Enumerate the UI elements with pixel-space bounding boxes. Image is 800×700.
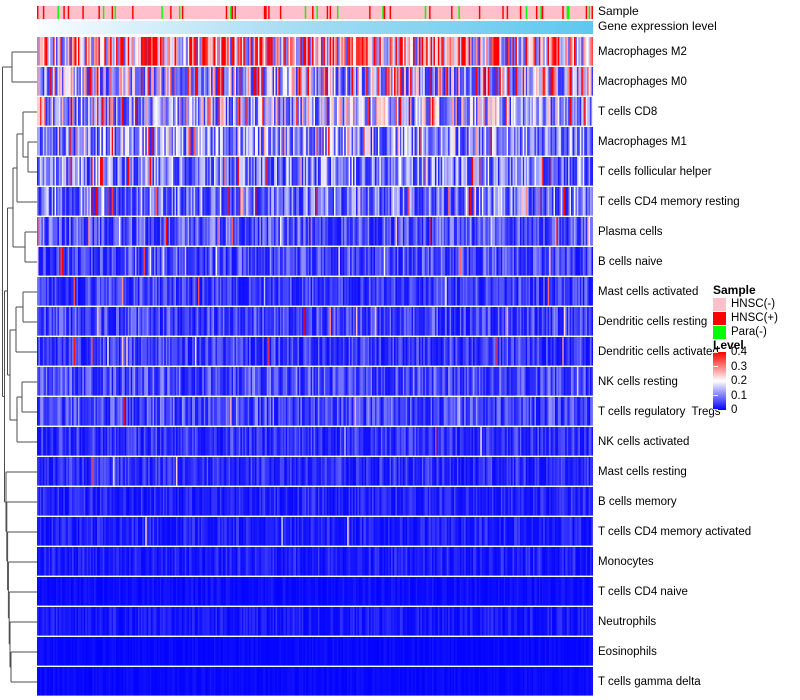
level-tick-mark	[713, 352, 718, 353]
row-label: Macrophages M0	[598, 76, 687, 88]
row-label: NK cells activated	[598, 436, 690, 448]
level-tick-label: 0.1	[731, 389, 747, 402]
legend-item-label: HNSC(+)	[731, 312, 778, 324]
legend-item-label: HNSC(-)	[731, 298, 776, 310]
row-label: T cells regulatory Tregs	[598, 406, 721, 418]
row-label: Mast cells resting	[598, 466, 687, 478]
row-label: Neutrophils	[598, 616, 657, 628]
legend-swatch-hnsc	[713, 298, 726, 311]
row-label: Eosinophils	[598, 646, 657, 658]
level-tick-mark	[713, 409, 718, 410]
row-label: Plasma cells	[598, 226, 663, 238]
row-label: B cells memory	[598, 496, 677, 508]
row-label: T cells CD4 memory activated	[598, 526, 752, 538]
row-label: T cells CD8	[598, 106, 658, 118]
annotation-label-sample: Sample	[598, 4, 639, 18]
row-label: T cells gamma delta	[598, 676, 701, 688]
row-label: Dendritic cells resting	[598, 316, 708, 328]
legend-swatch-hnsc	[713, 312, 726, 325]
legend-item-label: Para(-)	[731, 326, 767, 338]
row-label: Mast cells activated	[598, 286, 699, 298]
row-label: B cells naive	[598, 256, 663, 268]
annotation-label-gene-expression-level: Gene expression level	[598, 19, 717, 33]
level-tick-label: 0.3	[731, 360, 747, 373]
level-tick-mark	[713, 366, 718, 367]
level-tick-label: 0.4	[731, 346, 747, 358]
legend-swatch-para	[713, 326, 726, 339]
row-label: T cells CD4 memory resting	[598, 196, 740, 208]
level-tick-label: 0	[731, 404, 738, 416]
row-label: Macrophages M1	[598, 136, 687, 148]
row-label: T cells follicular helper	[598, 166, 712, 178]
legend-level-title: Level	[713, 338, 744, 352]
row-label: Dendritic cells activated	[598, 346, 719, 358]
row-label: T cells CD4 naive	[598, 586, 688, 598]
row-dendrogram	[2, 51, 37, 683]
heatmap-canvas	[37, 37, 593, 697]
sample-annotation-bar	[37, 6, 593, 19]
level-tick-label: 0.2	[731, 375, 747, 387]
level-tick-mark	[713, 380, 718, 382]
row-label: NK cells resting	[598, 376, 678, 388]
row-label: Macrophages M2	[598, 46, 687, 58]
gene-expression-annotation-bar	[37, 21, 593, 34]
row-label: Monocytes	[598, 556, 654, 568]
legend-sample-title: Sample	[713, 283, 756, 297]
level-tick-mark	[713, 395, 718, 396]
